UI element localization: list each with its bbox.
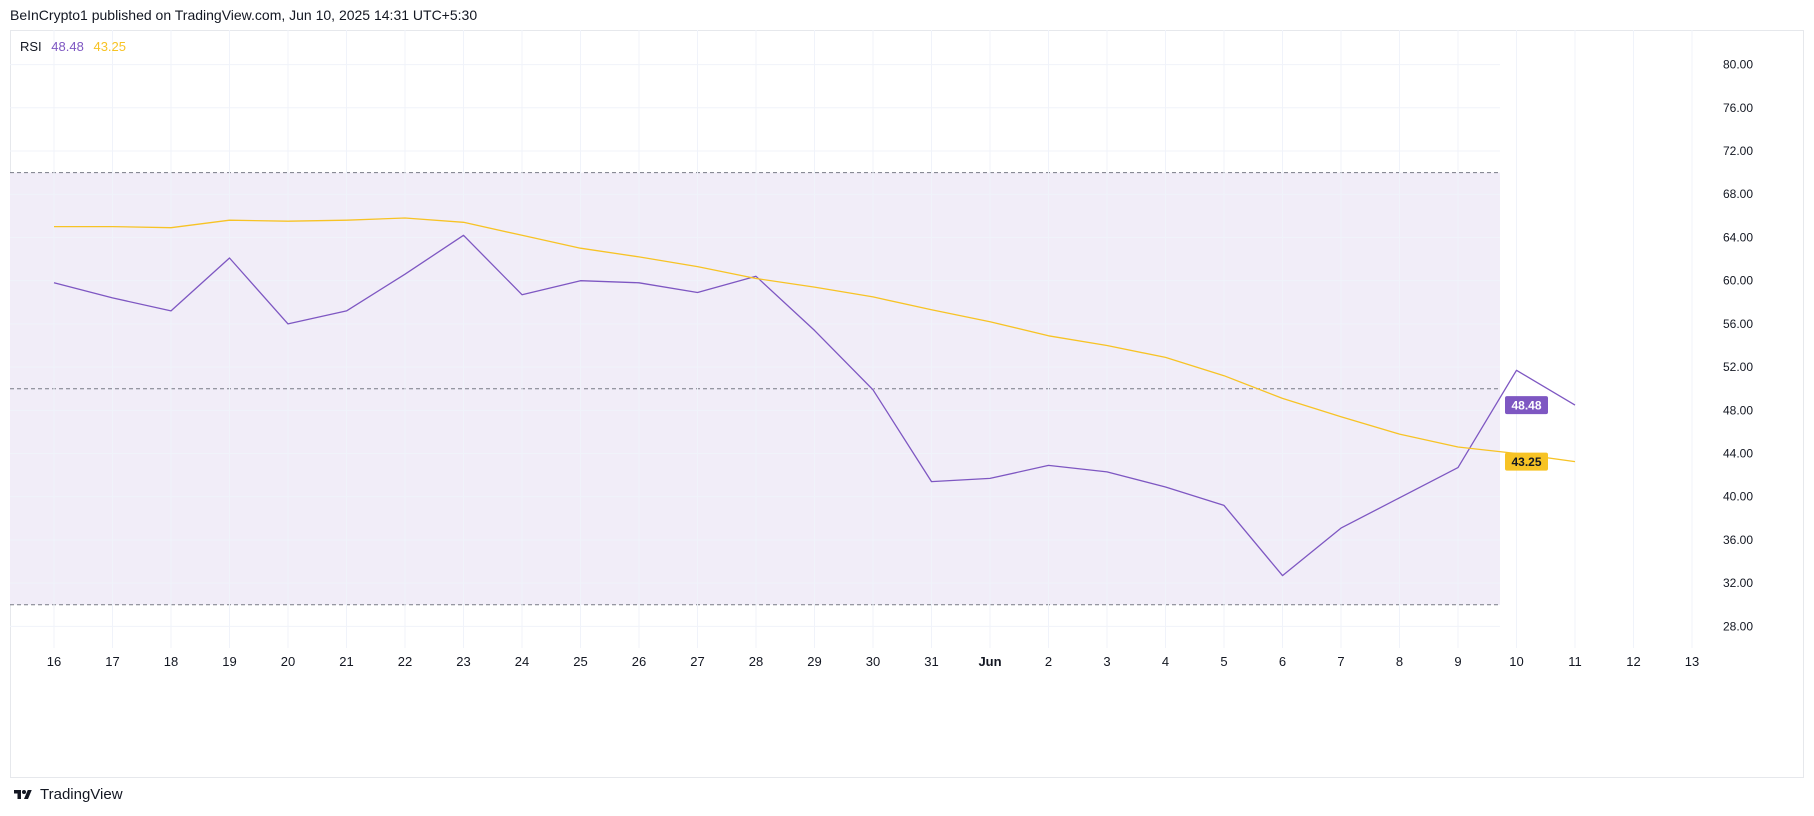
x-tick-label: 26 xyxy=(632,654,646,669)
y-tick-label: 44.00 xyxy=(1723,447,1753,461)
rsi-last-value-badge xyxy=(1505,396,1548,415)
x-tick-label: 20 xyxy=(281,654,295,669)
y-tick-label: 48.00 xyxy=(1723,403,1753,417)
x-tick-label: 18 xyxy=(164,654,178,669)
rsi-last-value-label: 48.48 xyxy=(1511,399,1541,413)
y-tick-label: 60.00 xyxy=(1723,274,1753,288)
x-tick-label: 22 xyxy=(398,654,412,669)
publisher-header: BeInCrypto1 published on TradingView.com… xyxy=(10,7,478,23)
ma-last-value-badge xyxy=(1505,452,1548,471)
x-tick-label: 24 xyxy=(515,654,529,669)
x-tick-label: 5 xyxy=(1220,654,1227,669)
x-tick-label: 19 xyxy=(222,654,236,669)
rsi-band-layer xyxy=(10,172,1500,606)
tradingview-logo-icon xyxy=(14,789,32,799)
y-tick-label: 28.00 xyxy=(1723,619,1753,633)
y-axis: 80.00 76.00 72.00 68.00 64.00 60.00 56.00 52.00… xyxy=(1723,58,1753,634)
x-tick-label: 6 xyxy=(1279,654,1286,669)
x-tick-label: 16 xyxy=(47,654,61,669)
x-tick-label: 7 xyxy=(1337,654,1344,669)
x-tick-label: 25 xyxy=(573,654,587,669)
y-tick-label: 76.00 xyxy=(1723,101,1753,115)
series-layer xyxy=(53,217,1576,577)
grid-layer xyxy=(10,30,1693,648)
y-tick-label: 56.00 xyxy=(1723,317,1753,331)
x-tick-label: 17 xyxy=(105,654,119,669)
x-tick-label: 30 xyxy=(866,654,880,669)
rsi-legend-value: 48.48 xyxy=(51,39,84,54)
y-tick-label: 40.00 xyxy=(1723,490,1753,504)
x-tick-label: 28 xyxy=(749,654,763,669)
x-tick-label: 10 xyxy=(1509,654,1523,669)
x-tick-label: Jun xyxy=(978,654,1001,669)
indicator-name: RSI xyxy=(20,39,42,54)
indicator-legend[interactable]: RSI 48.48 43.25 xyxy=(20,39,132,54)
ma-legend-value: 43.25 xyxy=(93,39,127,54)
y-tick-label: 32.00 xyxy=(1723,576,1753,590)
y-tick-label: 52.00 xyxy=(1723,360,1753,374)
x-tick-label: 29 xyxy=(807,654,821,669)
x-tick-label: 27 xyxy=(690,654,704,669)
tradingview-branding[interactable]: TradingView xyxy=(11,786,123,803)
rsi-line xyxy=(53,234,1576,577)
last-value-labels: 48.48 43.25 xyxy=(1505,396,1548,471)
x-axis: 16 17 18 19 20 21 22 23 24 25 26 27 28 29 30 31 Jun 2 3 4 5 6… xyxy=(47,654,1699,669)
y-tick-label: 36.00 xyxy=(1723,533,1753,547)
x-tick-label: 9 xyxy=(1454,654,1461,669)
x-tick-label: 8 xyxy=(1396,654,1403,669)
x-tick-label: 3 xyxy=(1103,654,1110,669)
x-tick-label: 11 xyxy=(1568,654,1582,669)
y-tick-label: 64.00 xyxy=(1723,230,1753,244)
brand-text: TradingView xyxy=(40,786,123,803)
x-tick-label: 23 xyxy=(456,654,470,669)
ma-last-value-label: 43.25 xyxy=(1511,455,1541,469)
x-tick-label: 13 xyxy=(1685,654,1699,669)
rsi-ma-line xyxy=(54,217,1576,463)
x-tick-label: 2 xyxy=(1045,654,1052,669)
x-tick-label: 31 xyxy=(924,654,938,669)
y-tick-label: 80.00 xyxy=(1723,58,1753,72)
x-tick-label: 12 xyxy=(1626,654,1640,669)
y-tick-label: 72.00 xyxy=(1723,144,1753,158)
x-tick-label: 4 xyxy=(1162,654,1169,669)
y-tick-label: 68.00 xyxy=(1723,187,1753,201)
x-tick-label: 21 xyxy=(339,654,353,669)
